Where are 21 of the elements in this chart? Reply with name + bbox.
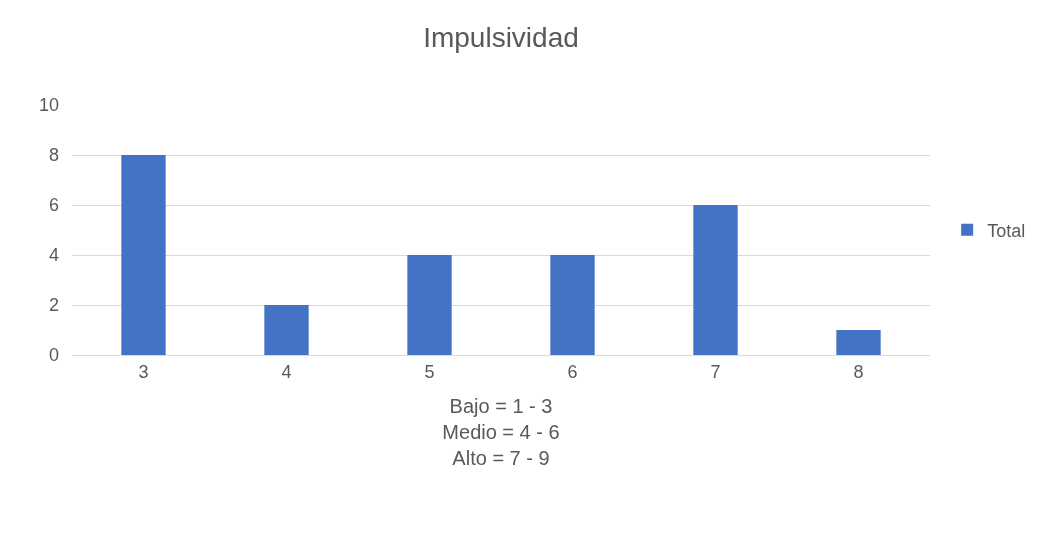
y-tick-label: 4: [48, 245, 59, 266]
x-tick-label: 7: [710, 361, 721, 382]
y-tick-label: 0: [48, 345, 59, 366]
bar: [121, 155, 166, 355]
x-tick-label: 8: [853, 361, 864, 382]
bar: [264, 305, 309, 355]
y-tick-label: 2: [48, 295, 59, 316]
x-axis-title: Bajo = 1 - 3 Medio = 4 - 6 Alto = 7 - 9: [442, 395, 560, 470]
x-tick-label: 6: [567, 361, 578, 382]
bar: [407, 255, 452, 355]
x-tick-label: 3: [138, 361, 149, 382]
chart-title: Impulsividad: [423, 22, 579, 54]
bar: [693, 205, 738, 355]
legend-label: Total: [987, 220, 1026, 241]
bar: [550, 255, 595, 355]
x-tick-label: 4: [281, 361, 292, 382]
y-tick-label: 10: [38, 95, 59, 116]
y-tick-label: 8: [48, 145, 59, 166]
y-tick-label: 6: [48, 195, 59, 216]
x-tick-label: 5: [424, 361, 435, 382]
bar: [836, 330, 881, 355]
